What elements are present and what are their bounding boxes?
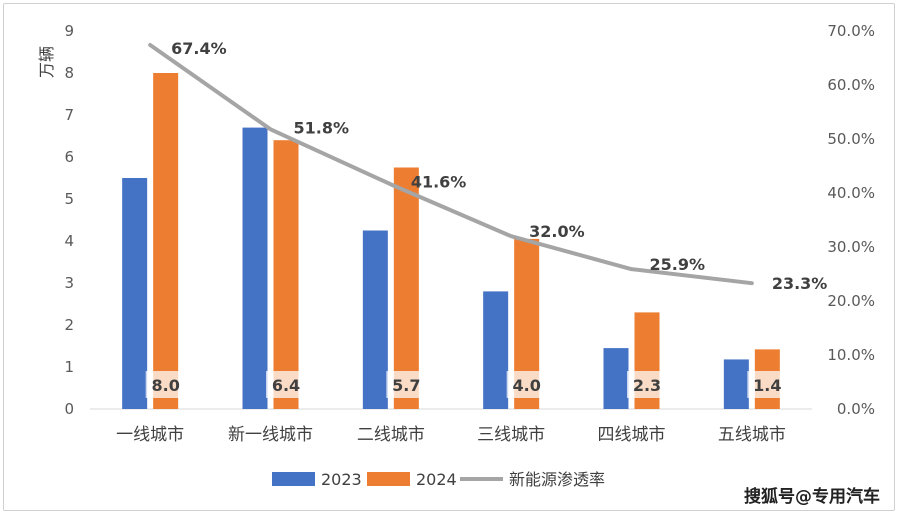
- left-axis-tick-label: 3: [64, 274, 74, 292]
- data-label-2024: 4.0: [512, 376, 540, 395]
- watermark-text: 搜狐号@专用汽车: [744, 486, 880, 507]
- left-axis-tick-label: 5: [64, 190, 74, 208]
- bar-2023: [242, 127, 268, 409]
- bar-2023: [603, 348, 629, 409]
- data-label-2024: 6.4: [272, 376, 300, 395]
- data-label-2024: 2.3: [633, 376, 661, 395]
- right-axis-tick-label: 60.0%: [827, 76, 875, 94]
- data-label-2024: 5.7: [392, 376, 420, 395]
- bar-2024: [273, 140, 299, 409]
- bar-2023: [723, 359, 749, 409]
- legend-label: 2024: [416, 470, 457, 489]
- right-axis-tick-label: 70.0%: [827, 22, 875, 40]
- category-label: 新一线城市: [228, 425, 313, 445]
- bar-2023: [122, 178, 148, 409]
- bar-2024: [153, 73, 179, 409]
- data-label-penetration-rate: 23.3%: [772, 274, 828, 293]
- data-label-penetration-rate: 67.4%: [171, 39, 227, 58]
- data-label-box: [747, 371, 788, 398]
- bar-2024: [393, 167, 419, 409]
- legend-label: 2023: [321, 470, 362, 489]
- left-axis-tick-label: 1: [64, 358, 74, 376]
- left-axis-tick-label: 8: [64, 64, 74, 82]
- right-axis-tick-label: 0.0%: [837, 400, 875, 418]
- data-label-box: [386, 371, 427, 398]
- right-axis-tick-label: 10.0%: [827, 346, 875, 364]
- left-axis-tick-label: 9: [64, 22, 74, 40]
- right-axis-tick-label: 40.0%: [827, 184, 875, 202]
- chart-frame: [3, 3, 895, 511]
- right-axis-tick-label: 20.0%: [827, 292, 875, 310]
- data-label-box: [266, 371, 306, 398]
- bar-2023: [362, 230, 388, 409]
- data-label-box: [145, 371, 186, 398]
- left-axis-tick-label: 4: [64, 232, 74, 250]
- category-label: 五线城市: [718, 425, 786, 445]
- data-label-penetration-rate: 41.6%: [411, 172, 467, 191]
- data-label-penetration-rate: 51.8%: [294, 118, 350, 137]
- legend-swatch-2024: [367, 472, 410, 486]
- data-label-box: [506, 371, 547, 398]
- left-axis-tick-label: 6: [64, 148, 74, 166]
- legend-swatch-2023: [272, 472, 315, 486]
- left-axis-title: 万辆: [37, 46, 56, 78]
- data-label-2024: 8.0: [151, 376, 179, 395]
- data-label-2024: 1.4: [753, 376, 781, 395]
- left-axis-tick-label: 0: [64, 400, 74, 418]
- data-label-penetration-rate: 25.9%: [650, 255, 706, 274]
- bar-2023: [483, 291, 509, 409]
- data-label-penetration-rate: 32.0%: [529, 222, 585, 241]
- right-axis-tick-label: 50.0%: [827, 130, 875, 148]
- left-axis-tick-label: 2: [64, 316, 74, 334]
- legend-label: 新能源渗透率: [509, 470, 605, 489]
- category-label: 三线城市: [477, 425, 545, 445]
- category-label: 二线城市: [357, 425, 425, 445]
- line-penetration-rate: [148, 43, 754, 286]
- left-axis-tick-label: 7: [64, 106, 74, 124]
- right-axis-tick-label: 30.0%: [827, 238, 875, 256]
- category-label: 一线城市: [116, 425, 184, 445]
- category-label: 四线城市: [598, 425, 666, 445]
- data-label-box: [627, 371, 667, 398]
